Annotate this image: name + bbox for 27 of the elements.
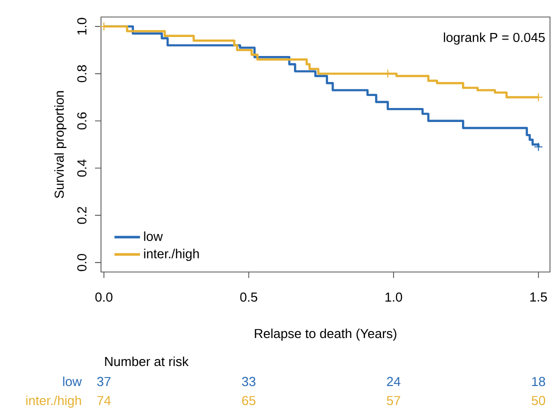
text: 18 <box>532 376 546 386</box>
text: 74 <box>97 396 111 405</box>
x-axis-title: Relapse to death (Years) <box>254 328 396 341</box>
y-tick-label: 0.8 <box>77 65 86 82</box>
x-tick-label: 1.5 <box>530 292 547 302</box>
legend-label: inter./high <box>144 248 199 261</box>
x-tick-label: 0.5 <box>240 292 258 302</box>
legend-label: low <box>144 231 163 241</box>
text: Number at risk <box>105 356 189 366</box>
y-tick-label: 1.0 <box>77 18 86 34</box>
y-tick-label: 0.2 <box>77 206 86 224</box>
text: 24 <box>387 376 400 386</box>
y-tick-label: 0.6 <box>77 112 86 130</box>
y-tick-label: 0.0 <box>77 254 86 272</box>
x-tick-label: 0.0 <box>95 292 112 302</box>
x-tick-label: 1.0 <box>386 292 402 302</box>
text: low <box>63 376 82 386</box>
y-tick-label: 0.4 <box>77 159 86 177</box>
text: 65 <box>242 396 256 406</box>
text: 50 <box>532 396 546 406</box>
text: inter./high <box>26 396 81 408</box>
y-axis-title: Survival proportion <box>54 91 66 198</box>
text: 33 <box>242 376 256 386</box>
annotation: logrank P = 0.045 <box>444 32 545 45</box>
point <box>534 142 543 152</box>
text: 37 <box>97 376 110 386</box>
text: 57 <box>386 396 400 406</box>
